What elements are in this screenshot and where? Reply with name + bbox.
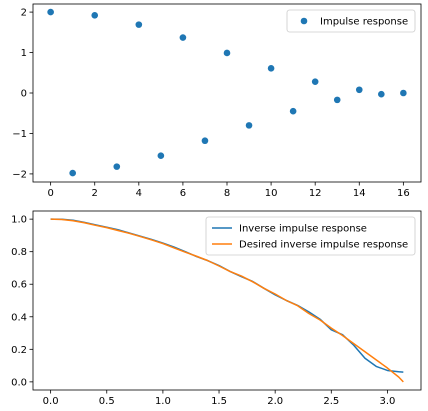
data-point bbox=[400, 89, 407, 97]
x-tick-label: 8 bbox=[224, 188, 230, 199]
data-point bbox=[245, 122, 253, 129]
y-tick-label: 0.2 bbox=[11, 345, 27, 356]
data-point bbox=[355, 86, 363, 94]
x-tick-label: 10 bbox=[265, 188, 278, 199]
data-point bbox=[113, 163, 121, 170]
x-tick-label: 1.5 bbox=[211, 396, 227, 407]
x-tick-label: 0.0 bbox=[43, 396, 59, 407]
data-point bbox=[223, 49, 231, 57]
legend-marker bbox=[300, 17, 308, 25]
x-tick-label: 1.0 bbox=[155, 396, 171, 407]
legend: Impulse response bbox=[286, 9, 416, 33]
data-point bbox=[267, 65, 275, 72]
y-tick-label: 2 bbox=[21, 8, 27, 19]
y-tick-label: 0.6 bbox=[11, 280, 27, 291]
legend-box bbox=[205, 216, 416, 256]
data-point bbox=[201, 137, 209, 145]
data-point bbox=[289, 107, 297, 115]
data-point bbox=[135, 21, 143, 28]
x-tick-label: 0 bbox=[47, 188, 53, 199]
x-tick-label: 6 bbox=[180, 188, 186, 199]
x-tick-label: 16 bbox=[397, 188, 410, 199]
x-tick-label: 2.5 bbox=[323, 396, 339, 407]
y-tick-label: 0.0 bbox=[11, 377, 27, 388]
y-tick-label: 0.8 bbox=[11, 247, 27, 258]
data-point bbox=[157, 152, 165, 160]
x-tick-label: 4 bbox=[136, 188, 142, 199]
axes-frame bbox=[32, 210, 422, 391]
x-tick-label: 2 bbox=[92, 188, 98, 199]
data-point bbox=[69, 169, 76, 177]
y-tick-label: 0.4 bbox=[11, 312, 27, 323]
y-tick-label: −2 bbox=[12, 169, 27, 180]
legend: Inverse impulse response Desired inverse … bbox=[205, 216, 416, 256]
y-tick-label: 1 bbox=[21, 48, 27, 59]
data-point bbox=[179, 34, 187, 41]
data-point bbox=[47, 8, 54, 16]
data-point bbox=[333, 96, 341, 104]
x-tick-label: 3.0 bbox=[379, 396, 395, 407]
x-tick-label: 14 bbox=[353, 188, 366, 199]
y-tick-label: 1.0 bbox=[11, 215, 27, 226]
axes-frame bbox=[32, 3, 422, 183]
data-point bbox=[378, 90, 385, 98]
legend-label: Inverse impulse response bbox=[239, 224, 367, 235]
legend-label: Desired inverse impulse response bbox=[239, 240, 408, 251]
y-tick-label: −1 bbox=[12, 129, 27, 140]
data-point bbox=[311, 78, 319, 85]
legend-box bbox=[286, 9, 416, 33]
data-point bbox=[91, 12, 99, 19]
y-tick-label: 0 bbox=[21, 89, 27, 100]
inverse-impulse-response-panel: 0.0 0.5 1.0 1.5 2.0 2.5 3.0 0.0 0.2 0.4 0.6 0.8 1.0 I… bbox=[11, 210, 422, 407]
x-tick-label: 2.0 bbox=[267, 396, 283, 407]
x-tick-label: 12 bbox=[309, 188, 322, 199]
legend-label: Impulse response bbox=[320, 17, 408, 28]
x-tick-label: 0.5 bbox=[99, 396, 115, 407]
series-line bbox=[50, 218, 404, 383]
